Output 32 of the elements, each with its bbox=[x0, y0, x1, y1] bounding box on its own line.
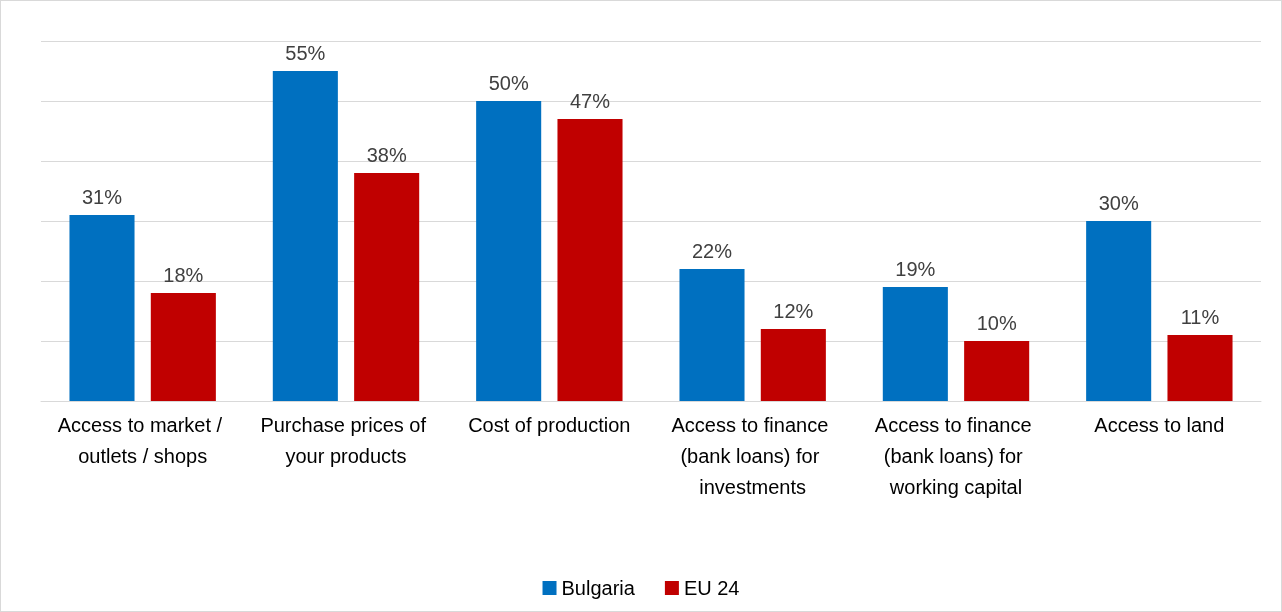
data-label: 30% bbox=[1098, 192, 1139, 214]
data-label: 10% bbox=[976, 312, 1017, 334]
legend-label: EU 24 bbox=[683, 577, 740, 599]
bar bbox=[1086, 221, 1152, 401]
bar bbox=[1167, 335, 1233, 401]
bar bbox=[354, 173, 420, 401]
data-label: 11% bbox=[1180, 306, 1220, 328]
x-tick-label: Access to finance (bank loans) for working capital bbox=[874, 413, 1038, 498]
bar bbox=[964, 341, 1030, 401]
data-label: 47% bbox=[569, 90, 611, 112]
legend-label: Bulgaria bbox=[561, 577, 636, 599]
bar bbox=[557, 119, 623, 401]
data-label: 12% bbox=[773, 300, 814, 322]
data-label: 55% bbox=[285, 42, 326, 64]
x-tick-label: Access to market / outlets / shops bbox=[57, 413, 228, 467]
bar bbox=[679, 269, 745, 401]
bar bbox=[272, 71, 338, 401]
bar bbox=[69, 215, 135, 401]
x-tick-label: Purchase prices of your products bbox=[260, 413, 432, 467]
data-label: 19% bbox=[895, 258, 936, 280]
bar bbox=[882, 287, 948, 401]
x-tick-label: Access to finance (bank loans) for investments bbox=[671, 413, 834, 498]
bar bbox=[476, 101, 542, 401]
data-label: 31% bbox=[81, 186, 123, 208]
x-tick-label: Access to land bbox=[1094, 413, 1225, 436]
x-tick-label: Cost of production bbox=[468, 413, 631, 436]
data-label: 22% bbox=[691, 240, 733, 262]
data-label: 50% bbox=[488, 72, 529, 94]
data-label: 38% bbox=[366, 144, 407, 166]
bar bbox=[150, 293, 216, 401]
bar bbox=[760, 329, 826, 401]
data-label: 18% bbox=[163, 264, 204, 286]
